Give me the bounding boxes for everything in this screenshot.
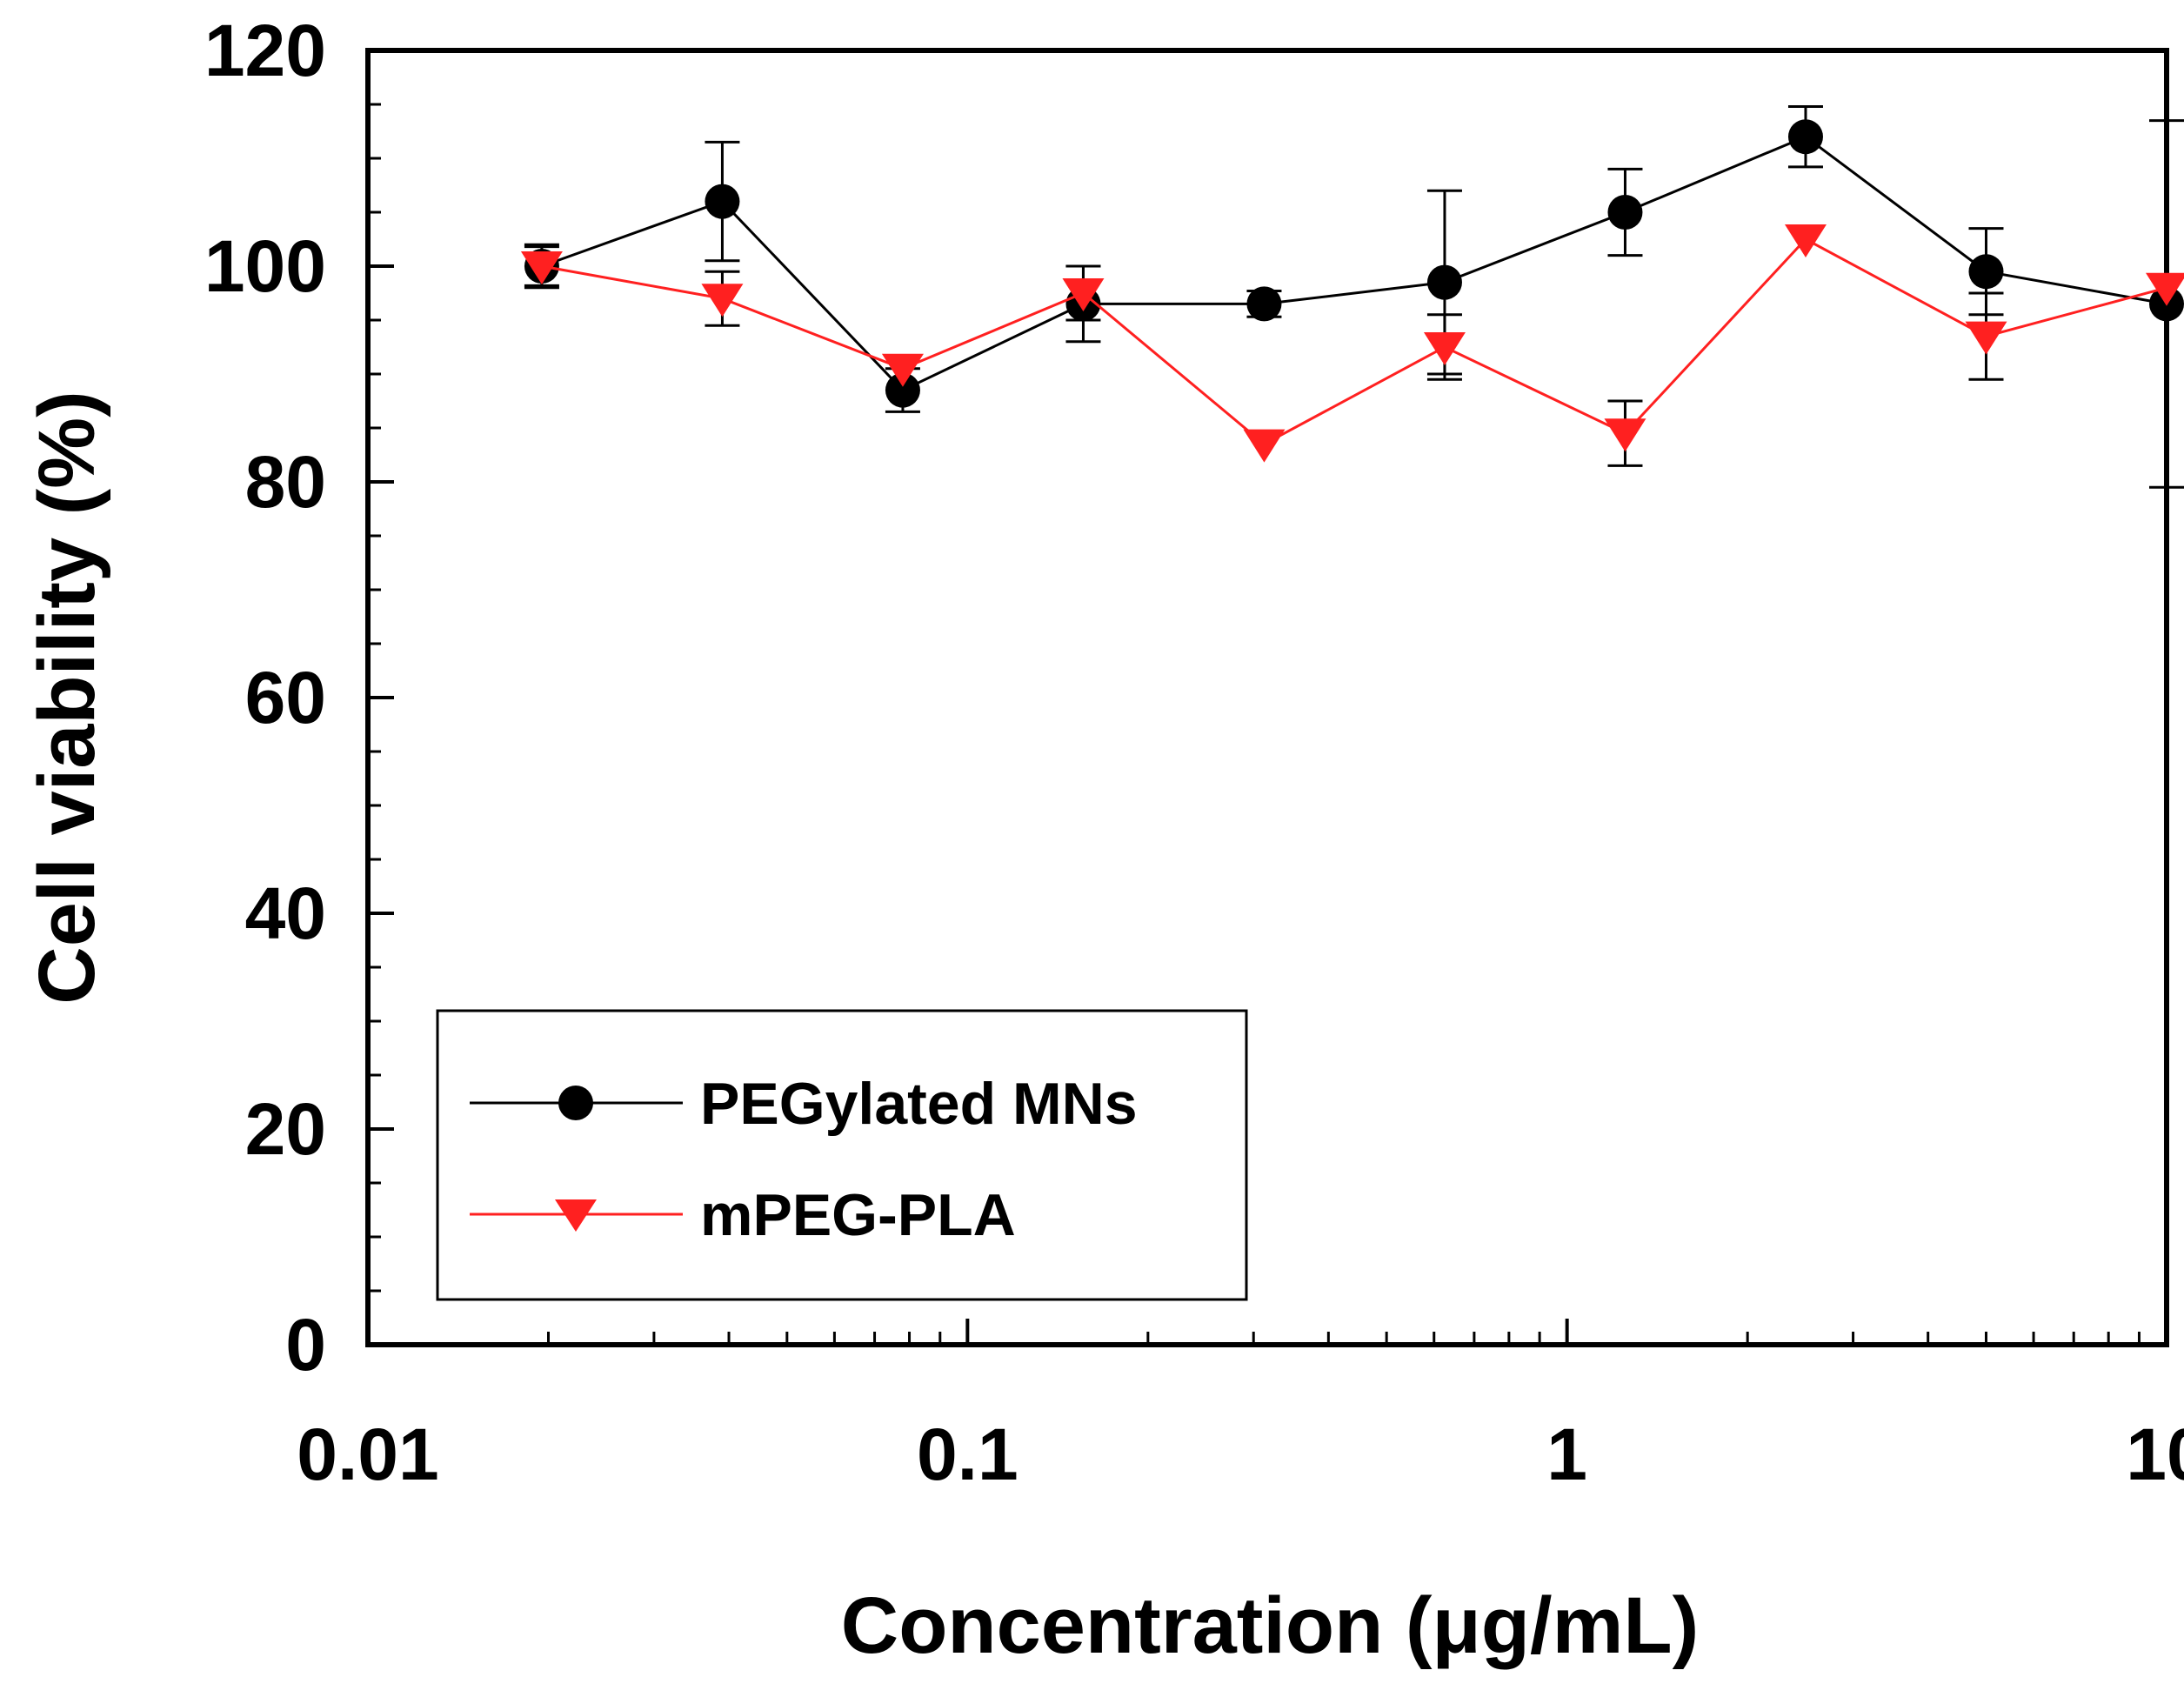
series-layer [520,104,2184,489]
legend-box [436,1009,1248,1301]
legend-label-pegylated: PEGylated MNs [700,1071,1138,1137]
y-tick-label: 60 [245,657,326,738]
x-tick-label: 0.01 [297,1413,439,1495]
y-tick-label: 40 [245,872,326,954]
minor-ticks [368,103,2141,1345]
series-line [541,237,2167,446]
legend-label-mpeg-pla: mPEG-PLA [700,1182,1016,1248]
series-0 [524,104,2184,489]
data-point [1607,195,1643,230]
y-tick-label: 100 [204,225,326,307]
legend: PEGylated MNs mPEG-PLA [436,1009,1248,1301]
x-tick-label: 0.1 [917,1413,1019,1495]
data-point [2146,272,2184,306]
data-point [881,353,924,387]
x-axis-title: Concentration (μg/mL) [841,1581,1699,1670]
data-point [1784,224,1827,257]
x-axis-ticks: 0.01 0.1 1 10 [297,1319,2184,1495]
y-axis-title: Cell viability (%) [23,391,111,1005]
data-point [1965,321,2007,355]
y-tick-label: 80 [245,441,326,523]
data-point [520,251,563,284]
data-point [705,184,740,219]
x-tick-label: 1 [1546,1413,1587,1495]
y-tick-label: 0 [285,1304,326,1386]
data-point [1604,418,1646,452]
data-point [1426,264,1462,300]
series-line [541,135,2167,392]
data-point [1243,429,1286,463]
data-point [885,372,920,408]
data-point [1423,332,1466,365]
data-point [701,284,744,317]
data-point [1968,254,2004,290]
x-tick-label: 10 [2126,1413,2184,1495]
legend-marker-pegylated [558,1086,593,1120]
series-1 [520,224,2184,467]
data-point [1062,278,1105,311]
data-point [1246,286,1282,322]
y-tick-label: 20 [245,1088,326,1170]
y-tick-label: 120 [204,10,326,91]
legend-marker-mpeg-pla [555,1199,597,1232]
data-point [1787,119,1823,155]
y-axis-ticks: 0 20 40 60 80 100 120 [204,10,394,1386]
